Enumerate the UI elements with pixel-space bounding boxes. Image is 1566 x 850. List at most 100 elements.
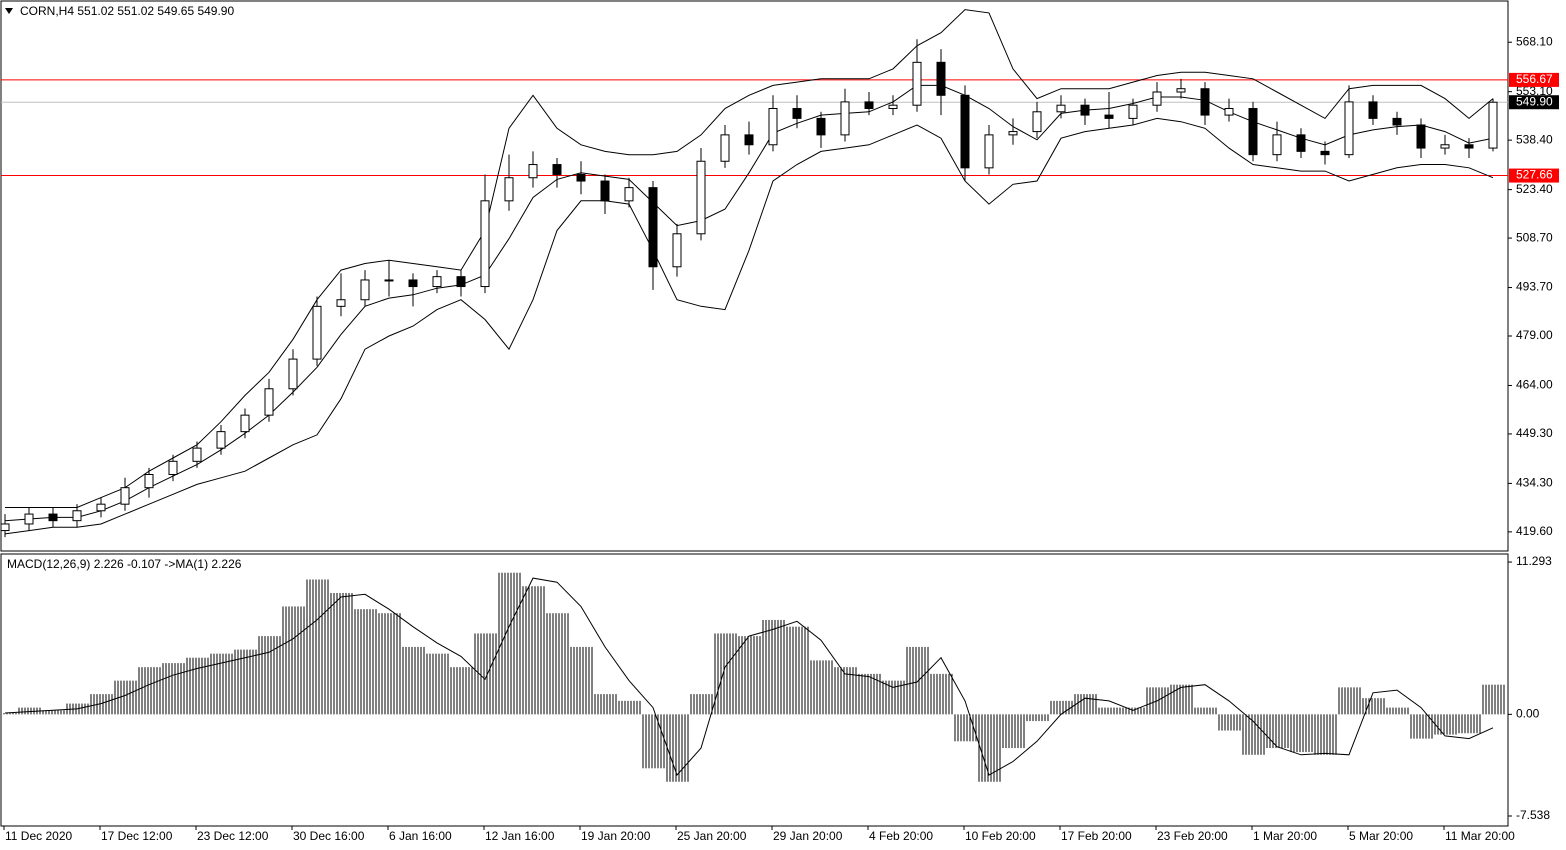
candle-body bbox=[288, 358, 298, 390]
y-tick-label: 0.00 bbox=[1516, 707, 1540, 721]
candle-body bbox=[1080, 104, 1090, 116]
candle-body bbox=[1416, 124, 1426, 149]
macd-bar bbox=[233, 649, 257, 715]
candle-body bbox=[1344, 101, 1354, 156]
candle-body bbox=[360, 279, 370, 301]
candle-body bbox=[600, 180, 610, 202]
macd-bar bbox=[1169, 684, 1193, 715]
macd-bar bbox=[497, 572, 521, 715]
macd-bar bbox=[17, 707, 41, 715]
price-panel bbox=[0, 0, 1509, 552]
x-tick-label: 4 Feb 20:00 bbox=[869, 829, 933, 843]
candle-body bbox=[456, 276, 466, 288]
candle-body bbox=[120, 487, 130, 505]
candle-body bbox=[768, 107, 778, 146]
x-tick-label: 11 Dec 2020 bbox=[5, 829, 72, 843]
candle-body bbox=[312, 305, 322, 360]
signal-line bbox=[4, 577, 1494, 776]
macd-bar bbox=[89, 694, 113, 715]
macd-panel bbox=[0, 553, 1509, 827]
macd-bar bbox=[305, 579, 329, 715]
price-level-label: 527.66 bbox=[1516, 168, 1553, 182]
price-level-box bbox=[1509, 95, 1559, 110]
candle-body bbox=[576, 173, 586, 182]
macd-bar bbox=[689, 694, 713, 715]
macd-bar bbox=[1409, 714, 1433, 739]
y-tick-label: 419.60 bbox=[1516, 524, 1553, 538]
candle-body bbox=[1128, 104, 1138, 119]
x-tick-label: 1 Mar 20:00 bbox=[1253, 829, 1317, 843]
candle-body bbox=[408, 279, 418, 288]
y-tick-label: 479.00 bbox=[1516, 328, 1553, 342]
candle-body bbox=[1392, 117, 1402, 126]
candle-body bbox=[1464, 144, 1474, 149]
x-tick-label: 29 Jan 20:00 bbox=[773, 829, 843, 843]
macd-bar bbox=[617, 700, 641, 715]
x-tick-label: 25 Jan 20:00 bbox=[677, 829, 747, 843]
macd-bar bbox=[113, 680, 137, 715]
x-tick-label: 11 Mar 20:00 bbox=[1445, 829, 1515, 843]
y-tick-label: 464.00 bbox=[1516, 378, 1553, 392]
candle-body bbox=[1320, 150, 1330, 156]
candle-body bbox=[240, 414, 250, 433]
macd-bar bbox=[1313, 714, 1337, 755]
y-tick-label: 508.70 bbox=[1516, 230, 1553, 244]
macd-bar bbox=[761, 619, 785, 715]
x-tick-label: 19 Jan 20:00 bbox=[581, 829, 651, 843]
macd-plot bbox=[1, 572, 1505, 782]
candle-body bbox=[744, 134, 754, 146]
macd-bar bbox=[641, 714, 665, 769]
macd-bar bbox=[1361, 698, 1385, 715]
candle-body bbox=[1152, 91, 1162, 106]
collapse-icon[interactable] bbox=[5, 8, 13, 14]
candle-body bbox=[1056, 104, 1066, 113]
y-tick-label: 568.10 bbox=[1516, 34, 1553, 48]
macd-bar bbox=[377, 613, 401, 715]
candle-body bbox=[1224, 107, 1234, 116]
candle-body bbox=[168, 460, 178, 476]
y-tick-label: 523.40 bbox=[1516, 182, 1553, 196]
bollinger-band bbox=[4, 117, 1494, 535]
candle-body bbox=[192, 447, 202, 462]
macd-bar bbox=[881, 680, 905, 715]
macd-bar bbox=[1193, 707, 1217, 715]
macd-bar bbox=[473, 633, 497, 715]
macd-bar bbox=[1121, 707, 1145, 715]
candle-body bbox=[144, 474, 154, 489]
candle-body bbox=[816, 117, 826, 136]
candle-body bbox=[960, 94, 970, 169]
macd-bar bbox=[1289, 714, 1313, 753]
candle-body bbox=[1, 523, 10, 532]
macd-bar bbox=[209, 653, 233, 715]
candle-body bbox=[72, 510, 82, 522]
candle-body bbox=[96, 503, 106, 512]
y-tick-label: -7.538 bbox=[1516, 808, 1550, 822]
macd-bar bbox=[521, 586, 545, 715]
macd-bar bbox=[161, 663, 185, 715]
bollinger-band bbox=[5, 9, 1494, 508]
macd-bar bbox=[1241, 714, 1265, 755]
macd-bar bbox=[1, 712, 17, 715]
macd-bar bbox=[353, 609, 377, 715]
candle-body bbox=[1248, 107, 1258, 156]
price-level-label: 549.90 bbox=[1516, 94, 1553, 108]
price-level-label: 556.67 bbox=[1516, 72, 1553, 86]
y-tick-label: 11.293 bbox=[1516, 554, 1552, 568]
macd-bar bbox=[41, 710, 65, 715]
macd-bar bbox=[569, 646, 593, 715]
x-tick-label: 23 Feb 20:00 bbox=[1157, 829, 1228, 843]
macd-bar bbox=[1049, 700, 1073, 715]
candle-body bbox=[912, 61, 922, 106]
candle-body bbox=[648, 187, 658, 268]
macd-bar bbox=[257, 636, 281, 715]
macd-bar bbox=[809, 660, 833, 715]
candle-body bbox=[264, 388, 274, 416]
candle-body bbox=[48, 513, 58, 522]
y-tick-label: 434.30 bbox=[1516, 476, 1553, 490]
candle-body bbox=[336, 299, 346, 307]
candle-body bbox=[1368, 101, 1378, 119]
macd-bar bbox=[785, 626, 809, 715]
macd-bar bbox=[449, 667, 473, 715]
x-tick-label: 10 Feb 20:00 bbox=[965, 829, 1036, 843]
